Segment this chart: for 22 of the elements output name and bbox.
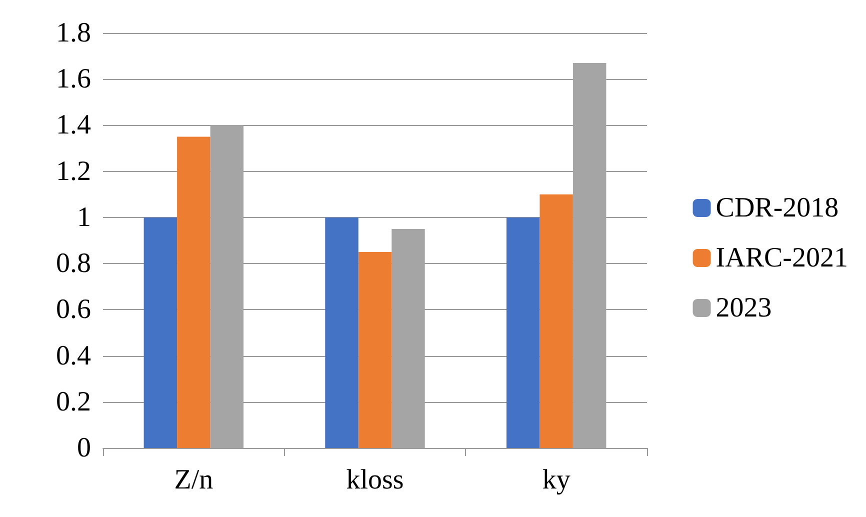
bar — [358, 252, 392, 448]
bar — [177, 136, 210, 448]
bar — [144, 217, 178, 448]
x-tick-label: ky — [542, 464, 570, 496]
bar — [506, 217, 540, 448]
y-tick-label: 1 — [77, 202, 91, 233]
y-tick-label: 0 — [77, 432, 91, 464]
legend-label: 2023 — [716, 292, 772, 324]
y-tick-label: 1.6 — [56, 64, 91, 95]
y-tick-label: 0.8 — [56, 248, 91, 280]
bar — [325, 217, 358, 448]
y-tick-label: 0.4 — [56, 340, 91, 372]
legend-label: IARC-2021 — [716, 242, 848, 274]
y-tick-label: 1.8 — [56, 18, 91, 48]
bar — [540, 194, 573, 448]
y-tick-label: 0.2 — [56, 386, 91, 418]
x-tick-label: kloss — [346, 464, 404, 496]
x-tick-label: Z/n — [174, 464, 214, 496]
y-tick-label: 0.6 — [56, 294, 91, 326]
legend-label: CDR-2018 — [716, 192, 839, 224]
y-tick-label: 1.4 — [56, 110, 91, 141]
y-tick-label: 1.2 — [56, 156, 91, 187]
